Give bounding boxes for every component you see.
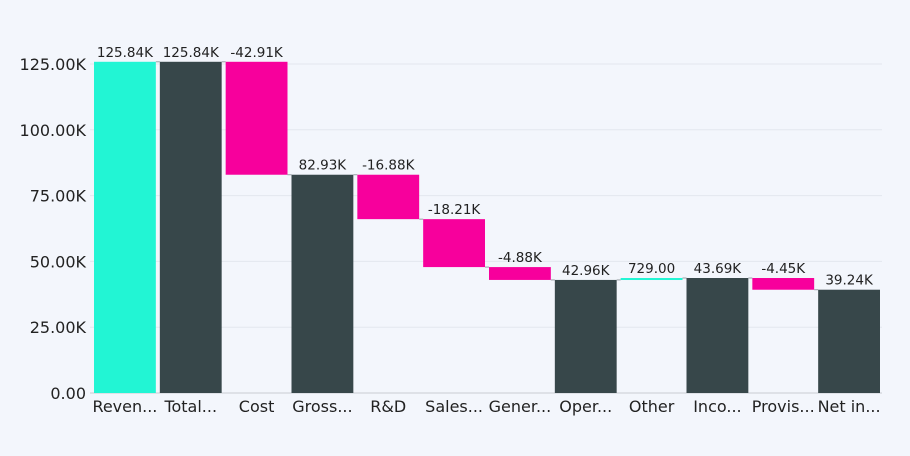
bar-decrease [225, 61, 288, 175]
x-tick-label: Gross... [292, 397, 352, 416]
bar-total [159, 61, 222, 393]
data-label: 729.00 [628, 261, 675, 277]
data-label: -42.91K [230, 45, 284, 61]
x-tick-label: Gener... [489, 397, 552, 416]
y-tick-label: 100.00K [20, 121, 87, 140]
data-label: -4.45K [761, 261, 806, 277]
bar-total [686, 278, 749, 393]
x-tick-label: Other [629, 397, 675, 416]
data-label: 39.24K [825, 273, 874, 289]
data-label: 125.84K [163, 45, 220, 61]
x-tick-label: Inco... [693, 397, 741, 416]
y-tick-label: 50.00K [30, 252, 87, 271]
bar-total [818, 289, 880, 393]
bar-increase [620, 278, 683, 281]
bar-decrease [489, 267, 551, 280]
bars [94, 61, 880, 393]
x-tick-label: Cost [239, 397, 275, 416]
x-tick-label: R&D [370, 397, 406, 416]
y-axis: 0.00 25.00K 50.00K 75.00K 100.00K 125.00K [20, 55, 87, 403]
bar-decrease [357, 174, 420, 220]
bar-total [291, 174, 354, 393]
gridlines [90, 63, 882, 394]
data-label: 82.93K [299, 158, 348, 174]
x-tick-label: Sales... [425, 397, 483, 416]
y-tick-label: 125.00K [20, 55, 87, 74]
y-tick-label: 75.00K [30, 187, 87, 206]
y-tick-label: 0.00 [50, 384, 86, 403]
x-tick-label: Provis... [752, 397, 815, 416]
data-labels: 125.84K 125.84K -42.91K 82.93K -16.88K -18.21… [97, 45, 874, 289]
data-label: -18.21K [428, 202, 482, 218]
data-label: 125.84K [97, 45, 154, 61]
data-label: -4.88K [498, 250, 543, 266]
x-tick-label: Oper... [559, 397, 612, 416]
x-tick-label: Total... [163, 397, 217, 416]
y-tick-label: 25.00K [30, 318, 87, 337]
bar-increase [94, 61, 156, 393]
x-tick-label: Net in... [818, 397, 881, 416]
data-label: -16.88K [362, 158, 416, 174]
x-axis: Reven... Total... Cost Gross... R&D Sales... G… [92, 397, 880, 416]
data-label: 42.96K [562, 263, 611, 279]
bar-total [554, 279, 617, 393]
x-tick-label: Reven... [92, 397, 157, 416]
data-label: 43.69K [694, 261, 743, 277]
bar-decrease [423, 219, 485, 268]
bar-decrease [752, 278, 815, 290]
